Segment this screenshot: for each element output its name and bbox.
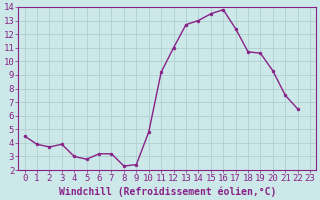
X-axis label: Windchill (Refroidissement éolien,°C): Windchill (Refroidissement éolien,°C): [59, 186, 276, 197]
